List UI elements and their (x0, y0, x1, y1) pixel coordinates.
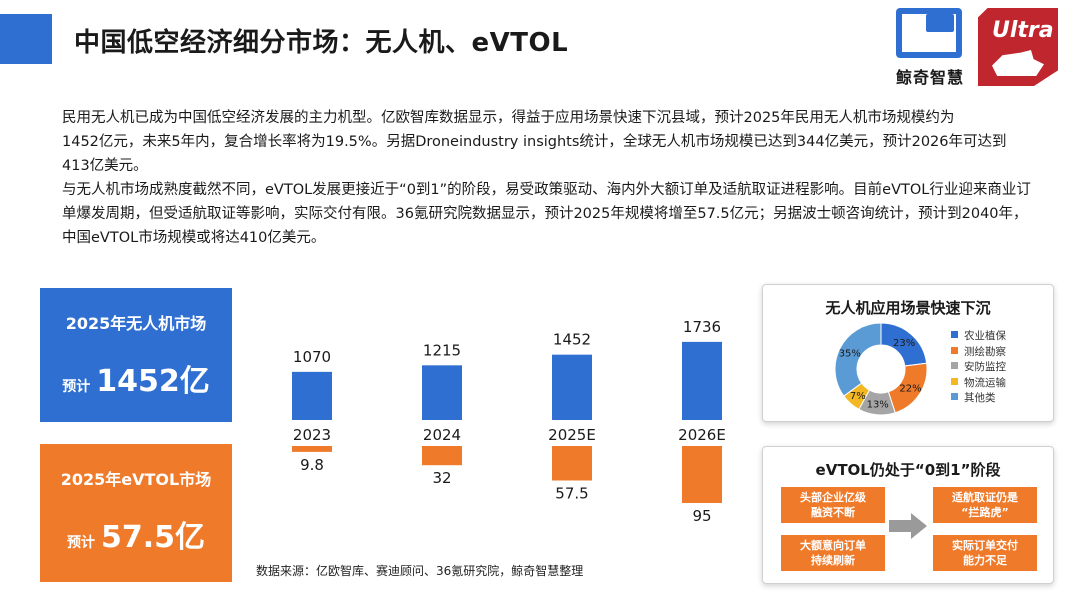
legend-item: 物流运输 (951, 376, 1006, 392)
right-arrow-icon (889, 513, 927, 539)
evtol-stage-card: eVTOL仍处于“0到1”阶段 头部企业亿级 融资不断 大额意向订单 持续刷新 … (762, 446, 1054, 584)
evtol-bar (422, 446, 462, 466)
legend-swatch (951, 346, 958, 354)
drone-bar-label: 1070 (293, 348, 331, 366)
legend-item: 测绘勘察 (951, 345, 1006, 361)
legend-item: 其他类 (951, 391, 1006, 407)
ultra-logo: Ultra (978, 8, 1058, 90)
legend-label: 测绘勘察 (964, 345, 1006, 358)
drone-bar-label: 1215 (423, 341, 461, 359)
evtol-bar-label: 9.8 (300, 456, 324, 474)
category-tick-label: 2024 (423, 426, 461, 444)
donut-slice-label: 22% (899, 383, 921, 394)
evtol-market-kpi: 2025年eVTOL市场 预计 57.5亿 (40, 444, 232, 582)
jingqi-logo-notch (926, 14, 954, 32)
certification-box: 适航取证仍是 “拦路虎” (933, 487, 1037, 523)
scenario-donut-chart: 23% 22% 13%7% 35% (834, 322, 928, 416)
legend-item: 农业植保 (951, 329, 1006, 345)
delivery-box: 实际订单交付 能力不足 (933, 535, 1037, 571)
drone-bar-label: 1452 (553, 331, 591, 349)
category-tick-label: 2025E (548, 426, 596, 444)
legend-label: 其他类 (964, 392, 996, 404)
drone-bar (552, 354, 592, 420)
legend-label: 农业植保 (964, 330, 1006, 342)
evtol-kpi-value: 57.5亿 (100, 520, 206, 555)
drone-bar (292, 371, 332, 420)
evtol-bar (682, 446, 722, 503)
jingqi-logo-text: 鲸奇智慧 (895, 68, 964, 87)
funding-box: 头部企业亿级 融资不断 (781, 487, 885, 523)
drone-market-kpi: 2025年无人机市场 预计 1452亿 (40, 288, 232, 422)
data-source-note: 数据来源：亿欧智库、赛迪顾问、36氪研究院，鲸奇智慧整理 (256, 564, 584, 578)
category-tick-label: 2023 (293, 426, 331, 444)
intro-paragraph-1b: 1452亿元，未来5年内，复合增长率将为19.5%。另据Droneindustr… (62, 134, 1007, 174)
ultra-logo-text: Ultra (992, 18, 1054, 43)
legend-item: 安防监控 (951, 360, 1006, 376)
intro-text: 民用无人机已成为中国低空经济发展的主力机型。亿欧智库数据显示，得益于应用场景快速… (62, 106, 1032, 250)
drone-kpi-value: 1452亿 (96, 364, 210, 399)
legend-swatch (951, 377, 958, 385)
donut-slice (834, 322, 882, 397)
drone-bar (682, 341, 722, 420)
drone-kpi-prefix: 预计 (62, 379, 91, 395)
legend-swatch (951, 331, 958, 338)
evtol-bar-label: 32 (432, 469, 451, 487)
evtol-bar-label: 57.5 (555, 485, 588, 503)
legend-label: 安防监控 (964, 361, 1006, 373)
donut-slice-label: 7% (850, 391, 866, 402)
drone-scenarios-card: 无人机应用场景快速下沉 23% 22% 13% 7% 35% 农业植保测绘勘察安防监控物… (762, 284, 1054, 422)
drone-scenarios-title: 无人机应用场景快速下沉 (825, 299, 991, 317)
drone-kpi-value-row: 预计 1452亿 (40, 356, 232, 400)
donut-slice-label: 13% (867, 399, 889, 410)
jingqi-logo: 鲸奇智慧 (890, 8, 970, 90)
market-size-bar-chart: 1070 9.8 2023 1215 32 2024 1452 57.5 2025E 1736 95… (292, 318, 726, 525)
drone-kpi-title: 2025年无人机市场 (65, 314, 207, 333)
evtol-kpi-prefix: 预计 (66, 535, 95, 551)
donut-slice-label: 35% (839, 349, 861, 360)
evtol-kpi-title: 2025年eVTOL市场 (60, 470, 212, 489)
donut-slice-label: 23% (893, 338, 915, 349)
evtol-kpi-value-row: 预计 57.5亿 (40, 512, 232, 556)
category-tick-label: 2026E (678, 426, 726, 444)
evtol-bar-label: 95 (692, 507, 711, 525)
drone-bar (422, 365, 462, 420)
intro-paragraph-1a: 民用无人机已成为中国低空经济发展的主力机型。亿欧智库数据显示，得益于应用场景快速… (62, 110, 955, 126)
drone-bar-label: 1736 (683, 318, 721, 336)
legend-swatch (951, 393, 958, 400)
legend-label: 物流运输 (964, 376, 1006, 389)
donut-legend: 农业植保测绘勘察安防监控物流运输其他类 (951, 329, 1006, 407)
evtol-stage-title: eVTOL仍处于“0到1”阶段 (815, 461, 1001, 479)
legend-swatch (951, 362, 958, 369)
page-title: 中国低空经济细分市场：无人机、eVTOL (74, 28, 569, 58)
evtol-bar (552, 446, 592, 481)
intro-paragraph-2: 与无人机市场成熟度截然不同，eVTOL发展更接近于“0到1”的阶段，易受政策驱动… (62, 182, 1031, 246)
evtol-bar (292, 446, 332, 452)
title-accent-block (0, 14, 52, 64)
orders-box: 大额意向订单 持续刷新 (781, 535, 885, 571)
